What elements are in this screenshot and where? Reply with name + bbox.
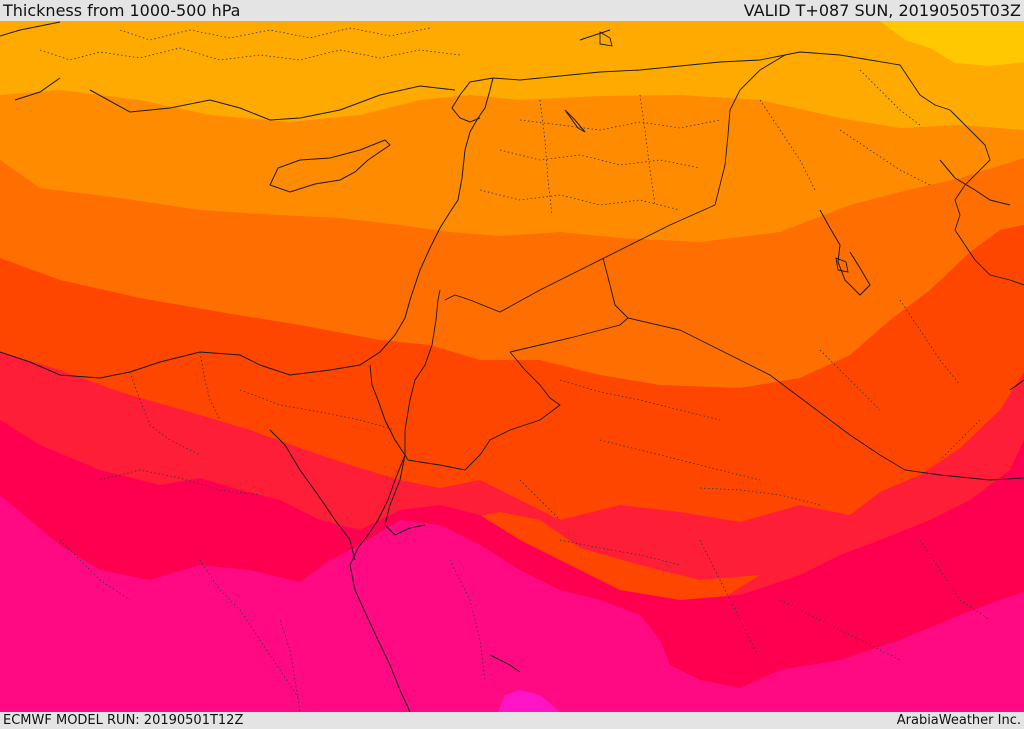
lakes [599,31,849,273]
band-magenta [0,495,1024,712]
model-run-label: ECMWF MODEL RUN: 20190501T12Z [3,713,244,728]
country-borders [369,51,1024,481]
coastlines [0,21,1024,712]
valid-time-label: VALID T+087 SUN, 20190505T03Z [743,1,1021,20]
band-yellow-bright [880,21,1024,66]
map-title: Thickness from 1000-500 hPa [3,1,241,20]
band-pink [498,690,560,712]
footer-bar: ECMWF MODEL RUN: 20190501T12Z ArabiaWeat… [0,712,1024,729]
map-canvas [0,21,1024,712]
thickness-map [0,21,1024,712]
header-bar: Thickness from 1000-500 hPa VALID T+087 … [0,0,1024,21]
province-boundaries [39,27,991,712]
credit-label: ArabiaWeather Inc. [896,713,1021,728]
